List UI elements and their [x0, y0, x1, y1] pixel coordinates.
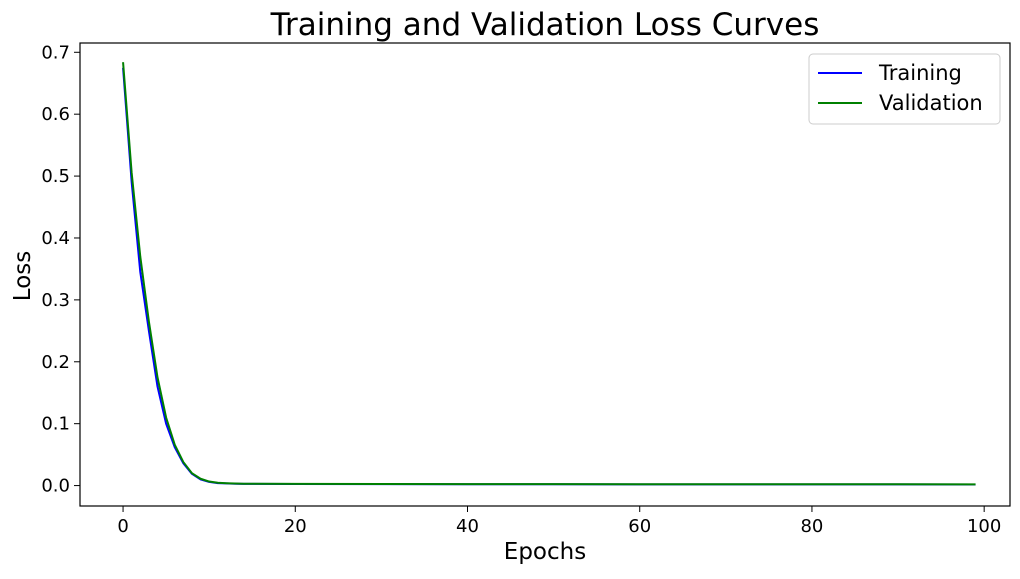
y-tick-label: 0.4	[41, 228, 70, 249]
legend: Training Validation	[808, 53, 1001, 125]
chart-title: Training and Validation Loss Curves	[270, 7, 820, 43]
y-tick-label: 0.7	[41, 42, 70, 63]
legend-label-validation: Validation	[879, 91, 983, 115]
y-tick-label: 0.5	[41, 166, 70, 187]
series-lines	[122, 62, 976, 486]
x-tick-label: 60	[628, 516, 651, 537]
x-tick-label: 80	[800, 516, 823, 537]
x-axis-label: Epochs	[504, 539, 586, 565]
y-tick-label: 0.6	[41, 104, 70, 125]
y-tick-label: 0.2	[41, 352, 70, 373]
legend-box	[808, 53, 1001, 125]
y-axis-label: Loss	[10, 251, 36, 301]
x-tick-label: 100	[967, 516, 1001, 537]
x-tick-label: 0	[117, 516, 128, 537]
x-axis-ticks: 0 20 40 60 80 100	[117, 506, 1001, 537]
x-tick-label: 40	[456, 516, 479, 537]
y-axis-ticks: 0.0 0.1 0.2 0.3 0.4 0.5 0.6 0.7	[41, 42, 80, 497]
y-tick-label: 0.1	[41, 414, 70, 435]
y-tick-label: 0.3	[41, 290, 70, 311]
y-tick-label: 0.0	[41, 476, 70, 497]
x-tick-label: 20	[284, 516, 307, 537]
legend-label-training: Training	[878, 61, 962, 85]
series-line-validation	[122, 62, 976, 486]
